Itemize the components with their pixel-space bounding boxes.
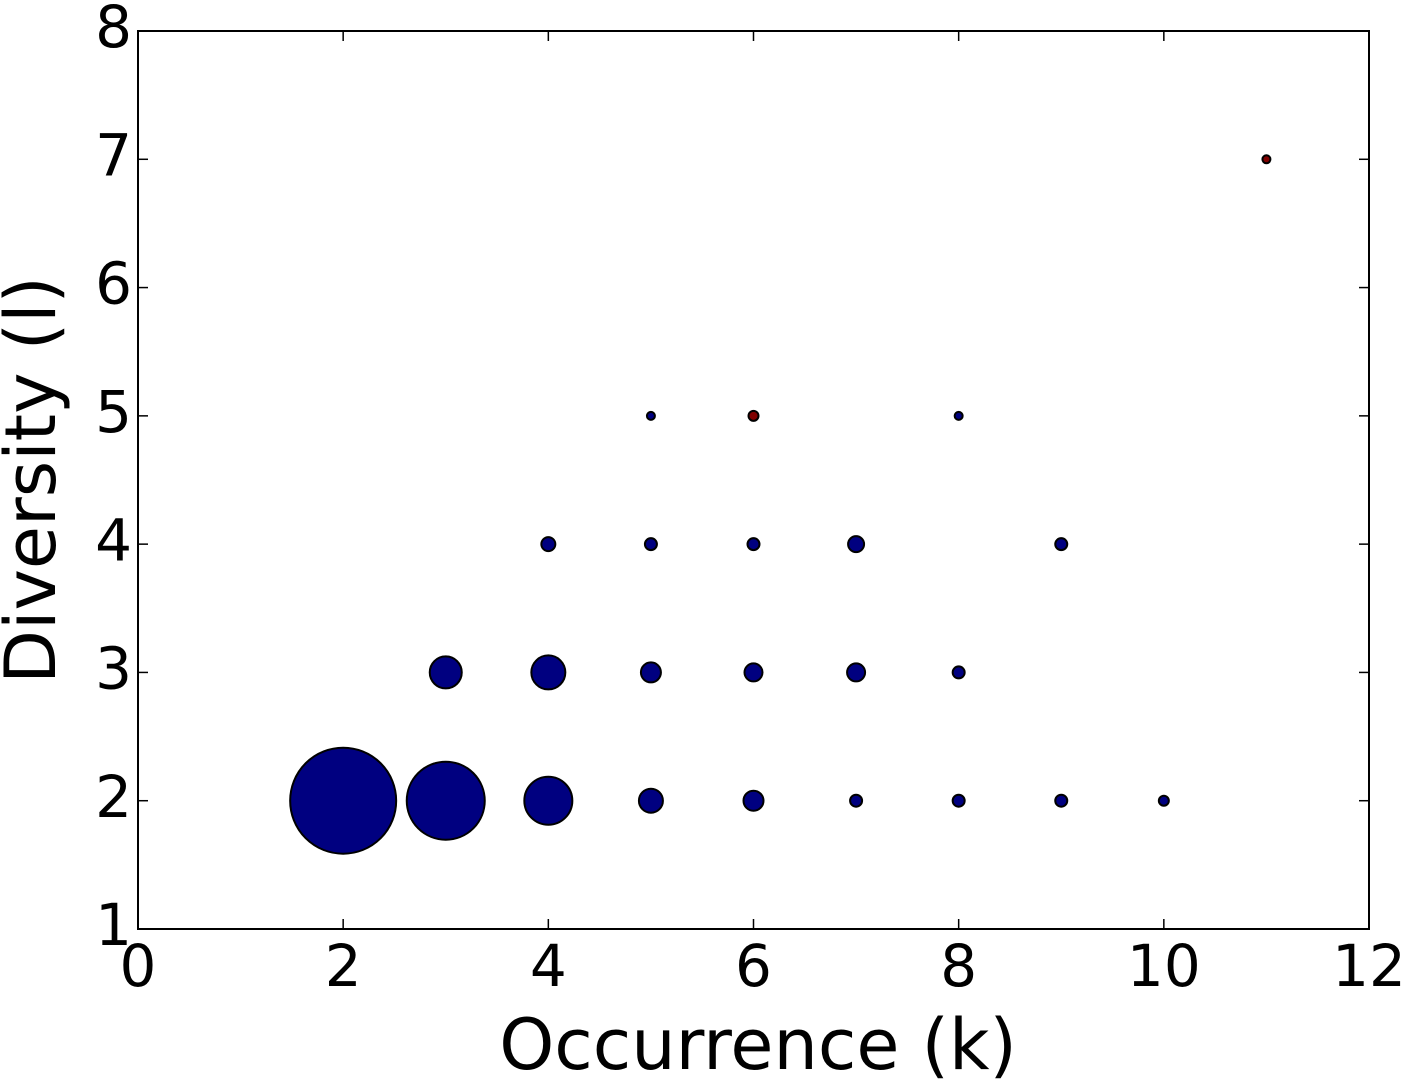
bubble [747, 409, 760, 422]
bubble [1157, 794, 1170, 807]
bubble [1261, 154, 1272, 165]
bubble [951, 665, 966, 680]
bubble [743, 662, 764, 683]
bubble [289, 746, 398, 855]
y-tick-label: 4 [95, 506, 132, 574]
x-axis-label: Occurrence (k) [499, 1004, 1017, 1086]
bubble [951, 793, 966, 808]
bubble [645, 410, 656, 421]
plot-frame [137, 30, 1370, 930]
y-tick-label: 5 [95, 378, 132, 446]
bubble [540, 536, 557, 553]
bubble [523, 775, 574, 826]
x-tick-label: 4 [530, 932, 567, 1000]
y-tick-label: 1 [95, 891, 132, 959]
bubble [846, 662, 867, 683]
bubble [643, 537, 658, 552]
bubble [1054, 793, 1069, 808]
x-tick-label: 6 [735, 932, 772, 1000]
y-tick-label: 6 [95, 250, 132, 318]
bubble [1054, 537, 1069, 552]
bubble [530, 654, 567, 691]
bubble [742, 789, 765, 812]
bubble [639, 661, 662, 684]
bubble [849, 793, 864, 808]
y-axis-label: Diversity (l) [0, 276, 72, 684]
bubble [847, 535, 866, 554]
bubble [953, 410, 964, 421]
bubble [428, 655, 463, 690]
x-tick-label: 12 [1332, 932, 1406, 1000]
y-tick-label: 7 [95, 121, 132, 189]
y-tick-label: 8 [95, 0, 132, 61]
x-tick-label: 0 [120, 932, 157, 1000]
x-tick-label: 2 [325, 932, 362, 1000]
bubble [405, 760, 486, 841]
x-tick-label: 10 [1127, 932, 1201, 1000]
y-tick-label: 2 [95, 763, 132, 831]
y-tick-label: 3 [95, 635, 132, 703]
bubble [637, 787, 664, 814]
bubble [746, 537, 761, 552]
x-tick-label: 8 [940, 932, 977, 1000]
